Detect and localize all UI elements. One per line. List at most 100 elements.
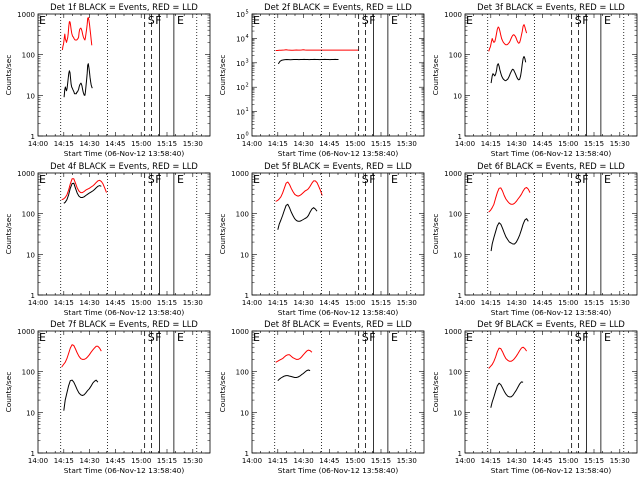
x-tick-label: 14:15 (268, 140, 288, 148)
y-axis-label: Counts/sec (431, 214, 440, 255)
y-tick-label: 1 (458, 450, 462, 458)
x-tick-label: 15:30 (397, 457, 417, 465)
event-marker-label: E (466, 173, 473, 186)
y-tick-label: 10 (453, 251, 462, 259)
data-area (488, 24, 528, 84)
x-tick-label: 14:45 (319, 457, 339, 465)
x-tick-label: 15:30 (183, 457, 203, 465)
y-tick-label: 1 (31, 292, 35, 300)
x-axis-label: Start Time (06-Nov-12 13:58:40) (491, 466, 612, 475)
x-tick-label: 14:45 (532, 299, 552, 307)
event-marker-label: F (369, 14, 375, 27)
x-tick-label: 14:30 (80, 299, 100, 307)
event-marker-label: E (604, 331, 611, 344)
x-tick-label: 14:00 (455, 457, 475, 465)
event-marker-label: E (604, 14, 611, 27)
event-marker-label: F (582, 14, 588, 27)
x-tick-label: 14:30 (80, 140, 100, 148)
events-series-line (490, 56, 527, 84)
events-series-line (490, 218, 529, 252)
x-axis-label: Start Time (06-Nov-12 13:58:40) (491, 308, 612, 317)
event-marker-label: E (177, 14, 184, 27)
event-marker-label: E (39, 331, 46, 344)
lld-series-line (61, 17, 93, 51)
event-marker-label: F (155, 14, 161, 27)
x-axis-label: Start Time (06-Nov-12 13:58:40) (278, 308, 399, 317)
chart-title: Det 2f BLACK = Events, RED = LLD (264, 2, 412, 12)
event-marker-label: E (391, 173, 398, 186)
y-tick-label: 100 (449, 211, 462, 219)
y-tick-label: 1000 (17, 11, 35, 19)
x-tick-label: 14:00 (28, 299, 48, 307)
event-marker-label: E (39, 14, 46, 27)
plot-frame (37, 13, 211, 137)
event-marker-label: S (575, 14, 582, 27)
plot-frame (464, 172, 638, 296)
y-tick-label: 10 (236, 133, 245, 141)
data-area (275, 49, 359, 65)
chart-title: Det 1f BLACK = Events, RED = LLD (50, 2, 198, 12)
x-tick-label: 14:15 (268, 299, 288, 307)
event-marker-label: F (369, 331, 375, 344)
y-axis-label: Counts/sec (431, 55, 440, 96)
x-tick-label: 14:30 (507, 299, 527, 307)
det-6f-panel: Det 6f BLACK = Events, RED = LLD Counts/s… (431, 161, 638, 317)
y-tick-label: 100 (449, 369, 462, 377)
event-marker-label: F (155, 173, 161, 186)
event-marker-label: E (39, 173, 46, 186)
x-tick-label: 15:30 (397, 299, 417, 307)
x-tick-label: 15:30 (397, 140, 417, 148)
y-tick-label: 10 (26, 409, 35, 417)
event-marker-label: S (148, 173, 155, 186)
y-tick-label: 1 (458, 292, 462, 300)
data-area (275, 180, 323, 230)
x-axis-label: Start Time (06-Nov-12 13:58:40) (491, 149, 612, 158)
x-tick-label: 15:30 (610, 140, 630, 148)
data-area (61, 17, 93, 98)
x-tick-label: 15:15 (584, 457, 604, 465)
event-marker-label: E (466, 331, 473, 344)
x-tick-label: 15:15 (584, 299, 604, 307)
y-tick-label: 1000 (444, 170, 462, 178)
y-tick-label: 1000 (231, 328, 249, 336)
plot-frame (251, 172, 425, 296)
x-tick-label: 14:00 (28, 457, 48, 465)
x-axis-label: Start Time (06-Nov-12 13:58:40) (64, 308, 185, 317)
lld-series-line (275, 349, 313, 363)
x-axis-label: Start Time (06-Nov-12 13:58:40) (64, 466, 185, 475)
y-tick-exponent: 5 (246, 10, 249, 16)
chart-title: Det 9f BLACK = Events, RED = LLD (477, 319, 625, 329)
events-series-line (490, 381, 524, 408)
y-tick-label: 1 (31, 450, 35, 458)
x-tick-label: 15:00 (131, 299, 151, 307)
events-series-line (63, 379, 99, 411)
x-tick-label: 15:00 (558, 299, 578, 307)
event-marker-label: E (253, 331, 260, 344)
y-tick-label: 100 (236, 369, 249, 377)
x-tick-label: 14:15 (54, 140, 74, 148)
chart-title: Det 4f BLACK = Events, RED = LLD (50, 161, 198, 171)
event-marker-label: S (575, 331, 582, 344)
plot-frame (251, 330, 425, 454)
y-tick-exponent: 2 (246, 83, 249, 89)
event-marker-label: S (362, 173, 369, 186)
event-marker-label: E (177, 331, 184, 344)
lld-series-line (488, 346, 528, 369)
event-marker-label: E (253, 173, 260, 186)
events-series-line (63, 63, 93, 98)
x-tick-label: 15:15 (157, 140, 177, 148)
x-tick-label: 15:15 (371, 140, 391, 148)
y-axis-label: Counts/sec (218, 55, 227, 96)
lld-series-line (61, 344, 102, 368)
y-tick-label: 1 (31, 133, 35, 141)
y-tick-label: 100 (236, 211, 249, 219)
event-marker-label: E (604, 173, 611, 186)
det-3f-panel: Det 3f BLACK = Events, RED = LLD Counts/s… (431, 2, 638, 158)
lld-series-line (488, 24, 528, 52)
det-5f-panel: Det 5f BLACK = Events, RED = LLD Counts/s… (218, 161, 425, 317)
x-tick-label: 14:00 (242, 140, 262, 148)
x-tick-label: 15:00 (558, 140, 578, 148)
x-tick-label: 15:15 (157, 457, 177, 465)
x-tick-label: 14:45 (105, 140, 125, 148)
y-tick-label: 1 (245, 450, 249, 458)
